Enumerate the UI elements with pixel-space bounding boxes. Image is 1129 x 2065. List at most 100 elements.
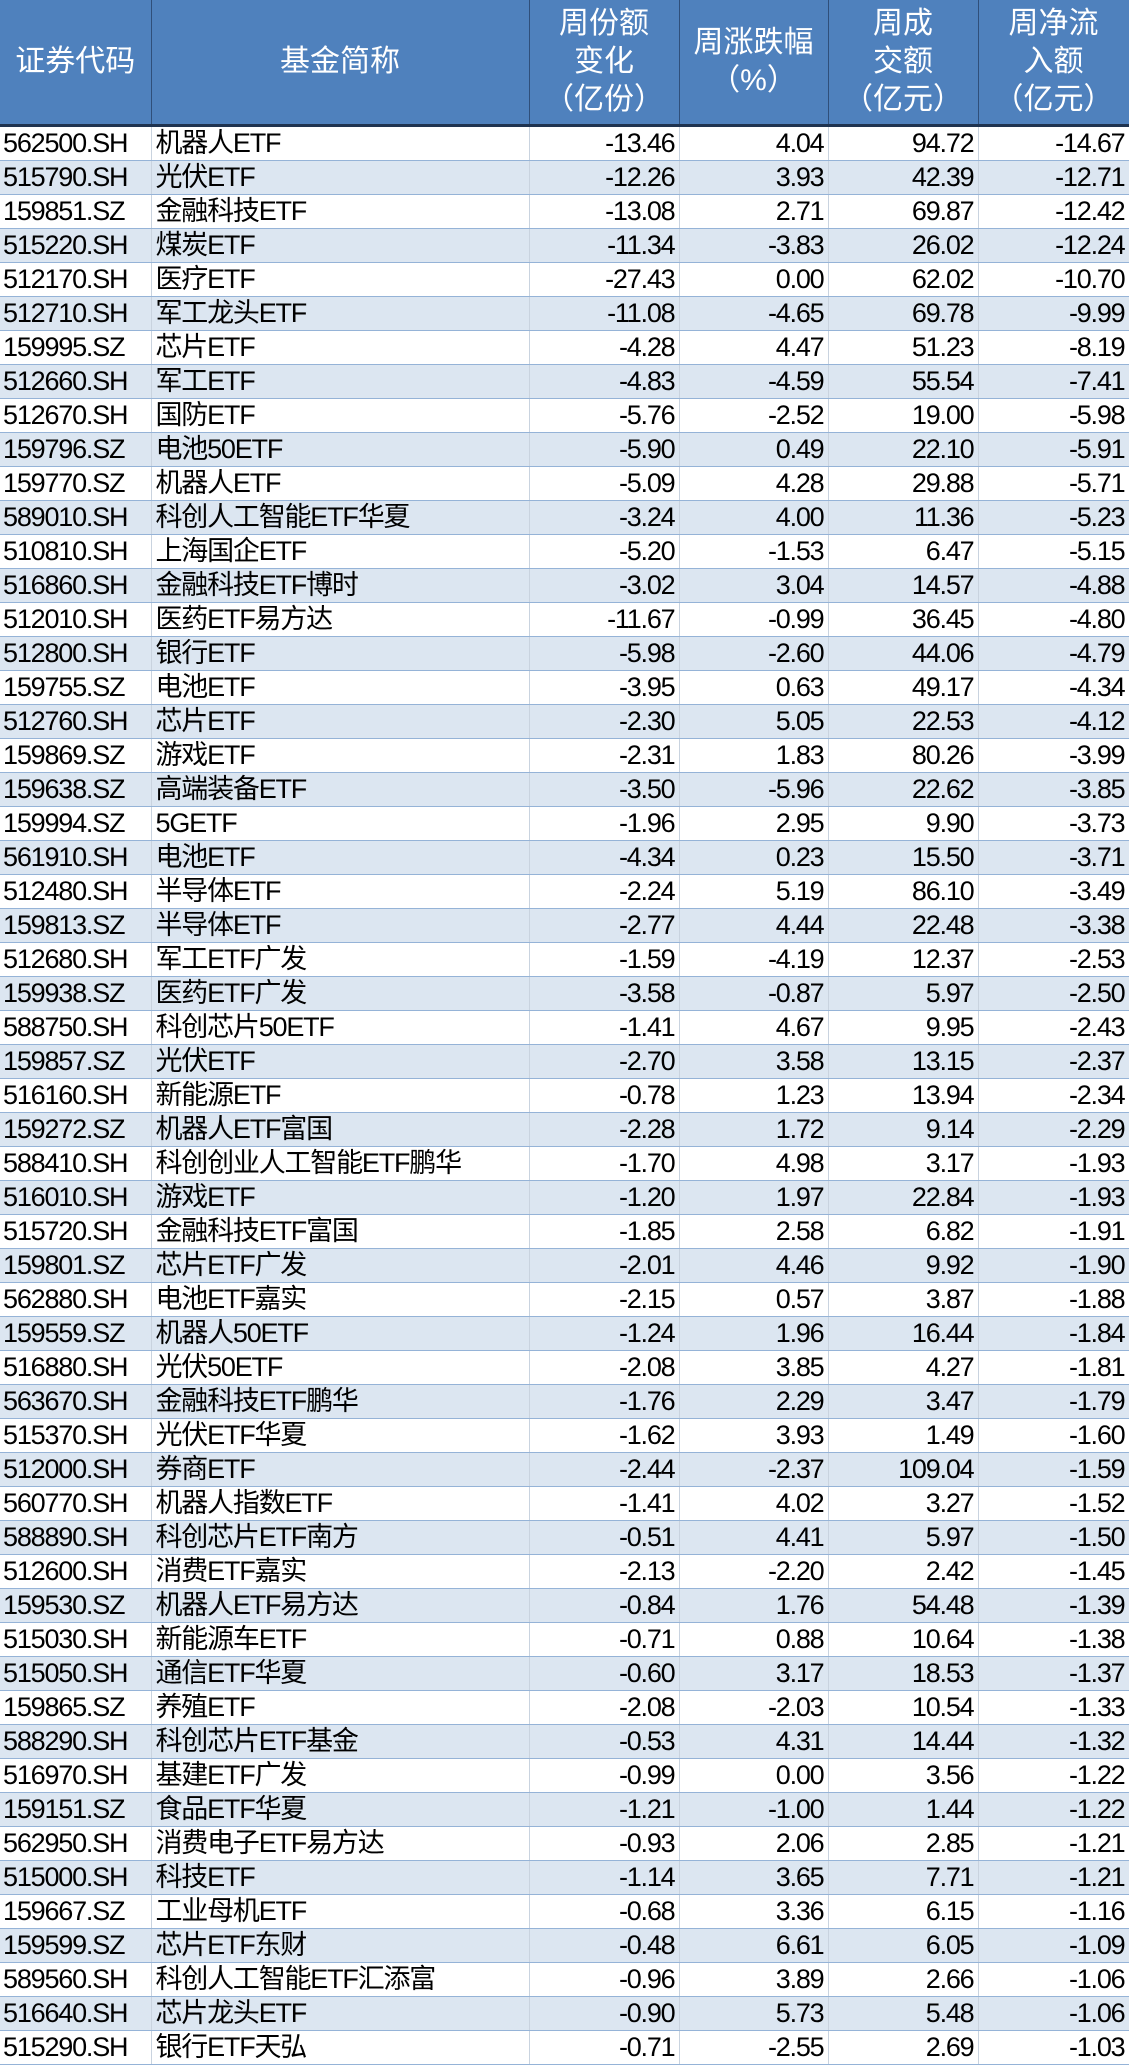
cell-code: 589560.SH [0,1962,152,1997]
cell-net-inflow: -9.99 [978,296,1129,331]
cell-weekly-return: 4.67 [679,1010,829,1045]
cell-fund-name: 游戏ETF [151,738,530,773]
cell-code: 515370.SH [0,1418,152,1453]
cell-fund-name: 科创芯片ETF基金 [151,1724,530,1759]
table-row: 562880.SH 电池ETF嘉实 -2.15 0.57 3.87 -1.88 [0,1282,1129,1317]
cell-turnover: 10.64 [828,1622,979,1657]
cell-code: 516970.SH [0,1758,152,1793]
cell-turnover: 86.10 [828,874,979,909]
cell-code: 159796.SZ [0,432,152,467]
header-label: 周涨跌幅 [693,26,814,59]
cell-net-inflow: -3.99 [978,738,1129,773]
cell-turnover: 3.87 [828,1282,979,1317]
cell-share-change: -1.70 [529,1146,680,1181]
cell-share-change: -0.60 [529,1656,680,1691]
table-row: 159599.SZ 芯片ETF东财 -0.48 6.61 6.05 -1.09 [0,1928,1129,1963]
cell-turnover: 44.06 [828,636,979,671]
cell-fund-name: 芯片ETF东财 [151,1928,530,1963]
cell-net-inflow: -12.42 [978,194,1129,229]
cell-net-inflow: -1.45 [978,1554,1129,1589]
table-row: 512800.SH 银行ETF -5.98 -2.60 44.06 -4.79 [0,636,1129,671]
cell-net-inflow: -1.84 [978,1316,1129,1351]
cell-net-inflow: -1.81 [978,1350,1129,1385]
cell-code: 562880.SH [0,1282,152,1317]
cell-fund-name: 科创芯片50ETF [151,1010,530,1045]
cell-net-inflow: -4.12 [978,704,1129,739]
table-row: 588410.SH 科创创业人工智能ETF鹏华 -1.70 4.98 3.17 -1.93 [0,1146,1129,1181]
cell-turnover: 13.15 [828,1044,979,1079]
cell-share-change: -0.71 [529,2030,680,2065]
cell-fund-name: 国防ETF [151,398,530,433]
cell-net-inflow: -1.79 [978,1384,1129,1419]
cell-turnover: 19.00 [828,398,979,433]
cell-fund-name: 电池ETF [151,670,530,705]
cell-code: 159559.SZ [0,1316,152,1351]
cell-fund-name: 游戏ETF [151,1180,530,1215]
cell-fund-name: 电池50ETF [151,432,530,467]
cell-code: 589010.SH [0,500,152,535]
table-row: 515790.SH 光伏ETF -12.26 3.93 42.39 -12.71 [0,160,1129,195]
cell-code: 159994.SZ [0,806,152,841]
cell-turnover: 14.44 [828,1724,979,1759]
cell-share-change: -0.68 [529,1894,680,1929]
cell-net-inflow: -5.98 [978,398,1129,433]
cell-share-change: -2.15 [529,1282,680,1317]
table-row: 512600.SH 消费ETF嘉实 -2.13 -2.20 2.42 -1.45 [0,1554,1129,1589]
cell-turnover: 9.14 [828,1112,979,1147]
cell-weekly-return: 4.47 [679,330,829,365]
cell-turnover: 12.37 [828,942,979,977]
cell-fund-name: 工业母机ETF [151,1894,530,1929]
cell-weekly-return: 0.00 [679,262,829,297]
cell-net-inflow: -2.43 [978,1010,1129,1045]
header-share-change: 周份额 变化 （亿份） [529,0,680,127]
cell-share-change: -1.24 [529,1316,680,1351]
cell-fund-name: 金融科技ETF富国 [151,1214,530,1249]
cell-net-inflow: -5.23 [978,500,1129,535]
cell-fund-name: 金融科技ETF鹏华 [151,1384,530,1419]
table-row: 589010.SH 科创人工智能ETF华夏 -3.24 4.00 11.36 -5.23 [0,500,1129,535]
cell-code: 159813.SZ [0,908,152,943]
header-label: 周份额 [559,7,649,40]
cell-share-change: -1.41 [529,1010,680,1045]
cell-fund-name: 科创人工智能ETF汇添富 [151,1962,530,1997]
cell-net-inflow: -1.38 [978,1622,1129,1657]
table-row: 512660.SH 军工ETF -4.83 -4.59 55.54 -7.41 [0,364,1129,399]
cell-code: 159869.SZ [0,738,152,773]
cell-net-inflow: -4.88 [978,568,1129,603]
cell-weekly-return: 5.73 [679,1996,829,2031]
cell-share-change: -5.09 [529,466,680,501]
table-row: 516880.SH 光伏50ETF -2.08 3.85 4.27 -1.81 [0,1350,1129,1385]
header-label: 入额 [1023,45,1084,78]
cell-turnover: 3.27 [828,1486,979,1521]
cell-fund-name: 机器人50ETF [151,1316,530,1351]
cell-code: 159995.SZ [0,330,152,365]
cell-net-inflow: -1.21 [978,1826,1129,1861]
cell-net-inflow: -1.91 [978,1214,1129,1249]
cell-turnover: 62.02 [828,262,979,297]
cell-code: 515000.SH [0,1860,152,1895]
cell-fund-name: 食品ETF华夏 [151,1792,530,1827]
cell-share-change: -5.98 [529,636,680,671]
cell-weekly-return: 3.93 [679,1418,829,1453]
cell-share-change: -2.08 [529,1690,680,1725]
cell-share-change: -3.50 [529,772,680,807]
cell-net-inflow: -1.22 [978,1758,1129,1793]
table-row: 516010.SH 游戏ETF -1.20 1.97 22.84 -1.93 [0,1180,1129,1215]
table-row: 512010.SH 医药ETF易方达 -11.67 -0.99 36.45 -4.80 [0,602,1129,637]
cell-weekly-return: 5.05 [679,704,829,739]
cell-share-change: -0.78 [529,1078,680,1113]
cell-turnover: 54.48 [828,1588,979,1623]
cell-share-change: -0.99 [529,1758,680,1793]
cell-fund-name: 电池ETF嘉实 [151,1282,530,1317]
cell-code: 512680.SH [0,942,152,977]
cell-fund-name: 科创创业人工智能ETF鹏华 [151,1146,530,1181]
cell-share-change: -5.90 [529,432,680,467]
cell-fund-name: 机器人指数ETF [151,1486,530,1521]
cell-share-change: -3.02 [529,568,680,603]
cell-net-inflow: -1.09 [978,1928,1129,1963]
cell-net-inflow: -3.73 [978,806,1129,841]
cell-share-change: -5.20 [529,534,680,569]
cell-code: 512660.SH [0,364,152,399]
table-row: 512680.SH 军工ETF广发 -1.59 -4.19 12.37 -2.53 [0,942,1129,977]
cell-weekly-return: 4.00 [679,500,829,535]
